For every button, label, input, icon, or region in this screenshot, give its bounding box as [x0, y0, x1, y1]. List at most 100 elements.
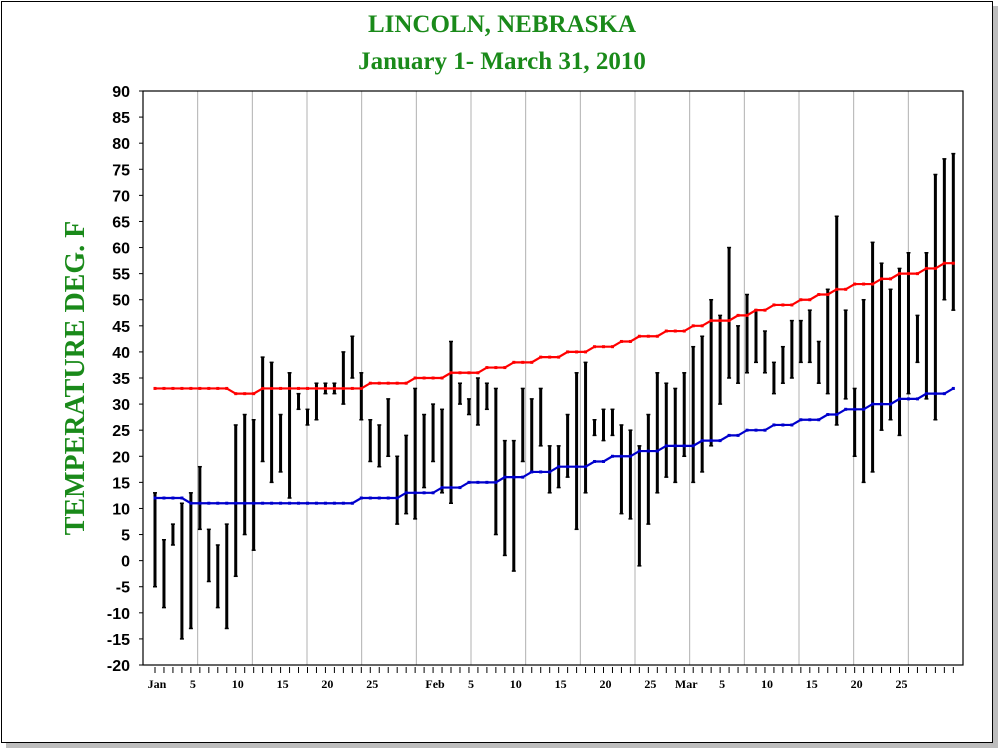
normal-point [305, 501, 309, 505]
daily-range-bar [924, 252, 929, 400]
normal-point [664, 444, 668, 448]
normal-point [297, 501, 301, 505]
daily-range-bar [278, 413, 283, 473]
normal-point [476, 480, 480, 484]
normal-point [772, 423, 776, 427]
y-tick-label: 35 [112, 371, 130, 388]
daily-range-bar [592, 418, 597, 437]
normal-point [279, 386, 283, 390]
normal-point [440, 486, 444, 490]
normal-point [252, 501, 256, 505]
normal-point [835, 413, 839, 417]
normal-point [171, 496, 175, 500]
daily-range-bar [161, 539, 166, 609]
x-tick-label: 15 [277, 677, 289, 691]
normal-point [610, 454, 614, 458]
daily-range-bar [538, 387, 543, 447]
normal-point [252, 392, 256, 396]
normal-point [799, 298, 803, 302]
normal-point [880, 402, 884, 406]
normal-point [889, 277, 893, 281]
normal-point [853, 282, 857, 286]
daily-range-bar [601, 408, 606, 442]
daily-range-bar [691, 345, 696, 484]
normal-point [853, 407, 857, 411]
normal-point [288, 386, 292, 390]
normal-point [727, 433, 731, 437]
daily-range-bar [709, 298, 714, 447]
normal-point [198, 501, 202, 505]
daily-range-bar [233, 424, 238, 578]
normal-point [915, 397, 919, 401]
normal-point [305, 386, 309, 390]
normal-point [404, 381, 408, 385]
normal-point [951, 386, 955, 390]
normal-point [906, 272, 910, 276]
daily-range-bar [475, 377, 480, 426]
y-tick-label: 5 [121, 528, 130, 545]
normal-point [682, 444, 686, 448]
daily-range-bar [637, 445, 642, 567]
normal-point [880, 277, 884, 281]
normal-point [709, 439, 713, 443]
x-tick-label: 5 [719, 677, 725, 691]
normal-point [942, 392, 946, 396]
normal-point [332, 386, 336, 390]
normal-point [476, 371, 480, 375]
normal-point [314, 501, 318, 505]
normal-lines [153, 261, 955, 505]
normal-point [530, 470, 534, 474]
normal-point [530, 360, 534, 364]
normal-point [566, 350, 570, 354]
normal-point [494, 366, 498, 370]
daily-range-bar [422, 413, 427, 489]
normal-point [377, 496, 381, 500]
daily-range-bar [574, 372, 579, 531]
daily-range-bar [628, 429, 633, 520]
x-tick-label: 15 [806, 677, 818, 691]
normal-point [153, 386, 157, 390]
normal-point [413, 376, 417, 380]
normal-point [817, 293, 821, 297]
normal-point [628, 339, 632, 343]
axes: -20-15-10-505101520253035404550556065707… [107, 84, 964, 691]
y-tick-label: -5 [116, 580, 130, 597]
daily-range-bar [736, 325, 741, 384]
normal-point [189, 501, 193, 505]
normal-point [709, 319, 713, 323]
normal-point [610, 345, 614, 349]
daily-range-bar [404, 434, 409, 515]
normal-point [826, 413, 830, 417]
daily-range-bar [807, 309, 812, 364]
y-tick-label: 30 [112, 397, 130, 414]
normal-point [297, 386, 301, 390]
normal-point [377, 381, 381, 385]
normal-low-line [155, 387, 954, 505]
normal-point [593, 345, 597, 349]
y-tick-label: 60 [112, 241, 130, 258]
daily-range-bar [646, 413, 651, 525]
daily-range-bar [153, 492, 157, 588]
normal-point [548, 470, 552, 474]
daily-range-bar [771, 361, 776, 395]
normal-point [539, 355, 543, 359]
normal-point [243, 392, 247, 396]
normal-point [844, 407, 848, 411]
normal-point [871, 402, 875, 406]
y-tick-label: 40 [112, 345, 130, 362]
normal-point [933, 392, 937, 396]
normal-point [745, 313, 749, 317]
normal-point [951, 261, 955, 265]
normal-point [602, 345, 605, 349]
normal-point [386, 496, 390, 500]
daily-range-bar [269, 361, 274, 484]
normal-point [234, 501, 238, 505]
normal-point [673, 329, 677, 333]
daily-range-bar [188, 492, 193, 630]
daily-range-bar [888, 288, 893, 421]
y-tick-label: 90 [112, 84, 130, 101]
normal-point [844, 287, 848, 291]
daily-range-bar [870, 241, 875, 473]
normal-point [368, 381, 372, 385]
normal-point [521, 360, 525, 364]
